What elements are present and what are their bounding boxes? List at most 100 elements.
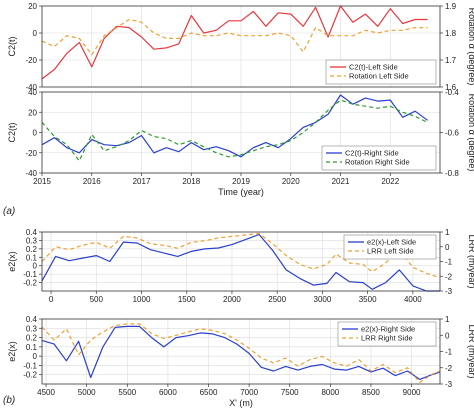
- y2-tick-label: -3: [445, 380, 453, 389]
- x-tick-label: 2018: [182, 177, 200, 186]
- y-tick-label: 0: [33, 262, 38, 271]
- x-tick-label: 8000: [321, 388, 339, 397]
- x-tick-label: 2021: [332, 177, 350, 186]
- y2-tick-label: 1: [445, 228, 450, 237]
- y2-axis-label: Rotation α (degree): [467, 94, 474, 172]
- y2-tick-label: 1.9: [445, 2, 457, 11]
- series-line-a2-1: [41, 99, 428, 162]
- y-tick-label: -0.2: [23, 371, 37, 380]
- x-tick-label: 6500: [200, 388, 218, 397]
- y-tick-label: 0.2: [26, 334, 38, 343]
- x-tick-label: 2019: [232, 177, 250, 186]
- legend-entry: Rotation Left Side: [349, 72, 409, 81]
- x-tick-label: 2020: [282, 177, 300, 186]
- chart-a1: -40 -20 0 20 1.6 1.7 1.8 1.9 C2(t) Rotation α (de…: [7, 2, 474, 92]
- x-tick-label: 2016: [83, 177, 101, 186]
- legend-box: [337, 321, 437, 347]
- y-tick-label: 0: [33, 352, 38, 361]
- y2-tick-label: 1.6: [445, 83, 457, 92]
- x-axis-label: X' (m): [229, 398, 253, 408]
- y2-axis-label: LRR (m/year): [467, 234, 474, 288]
- y-tick-label: 0: [33, 29, 38, 38]
- x-tick-label: 2015: [33, 177, 51, 186]
- x-tick-label: 0: [49, 295, 54, 304]
- x-tick-label: 2017: [133, 177, 151, 186]
- x-tick-label: 2022: [381, 177, 399, 186]
- y2-axis-label: LRR (m/year): [467, 324, 474, 378]
- y2-tick-label: 1: [445, 315, 450, 324]
- y2-tick-label: -2: [445, 272, 453, 281]
- x-tick-label: 4500: [37, 388, 55, 397]
- y-tick-label: 0.1: [26, 343, 38, 352]
- y-tick-label: 0.3: [26, 236, 38, 245]
- y-tick-label: -0.1: [23, 361, 37, 370]
- y2-tick-label: -3: [445, 287, 453, 296]
- series-line-a1-0: [41, 5, 428, 80]
- y-tick-label: -40: [25, 83, 37, 92]
- y-tick-label: -0.2: [23, 279, 37, 288]
- y-tick-label: 40: [28, 88, 37, 97]
- series-line-b1-1: [41, 232, 441, 279]
- x-tick-label: 5500: [118, 388, 136, 397]
- y-tick-label: -0.1: [23, 270, 37, 279]
- x-tick-label: 4000: [404, 295, 422, 304]
- y2-tick-label: -1: [445, 258, 453, 267]
- y-tick-label: -20: [25, 149, 37, 158]
- x-tick-label: 3000: [314, 295, 332, 304]
- x-tick-label: 5000: [78, 388, 96, 397]
- x-tick-label: 2500: [268, 295, 286, 304]
- y-axis-label: e2(x): [7, 251, 17, 272]
- x-tick-label: 6000: [159, 388, 177, 397]
- x-tick-label: 3500: [359, 295, 377, 304]
- y2-axis-label: Rotation α (degree): [467, 8, 474, 86]
- x-tick-label: 7500: [281, 388, 299, 397]
- legend-box: [343, 234, 437, 260]
- y-tick-label: 20: [28, 2, 37, 11]
- x-tick-label: 9000: [403, 388, 421, 397]
- legend-entry: LRR Right Side: [361, 334, 413, 343]
- legend-entry: C2(t)-Left Side: [349, 63, 398, 72]
- y-tick-label: 20: [28, 108, 37, 117]
- panel-label-b: (b): [3, 395, 15, 406]
- y2-tick-label: -0.4: [445, 88, 459, 97]
- series-line-b2-0: [41, 325, 441, 380]
- y-tick-label: -40: [25, 169, 37, 178]
- y-tick-label: 0.4: [26, 228, 38, 237]
- y2-tick-label: -2: [445, 364, 453, 373]
- series-line-b1-0: [41, 233, 440, 292]
- y-tick-label: 0.4: [26, 315, 38, 324]
- legend-entry: C2(t)-Right Side: [345, 149, 399, 158]
- x-tick-label: 8500: [362, 388, 380, 397]
- y2-tick-label: -0.8: [445, 169, 459, 178]
- x-axis-label: Time (year): [218, 187, 264, 197]
- y-tick-label: -20: [25, 56, 37, 65]
- x-tick-label: 1500: [178, 295, 196, 304]
- y2-tick-label: 0: [445, 243, 450, 252]
- series-line-a2-0: [41, 94, 428, 158]
- x-tick-label: 7000: [240, 388, 258, 397]
- y-tick-label: 0.3: [26, 324, 38, 333]
- panel-label-a: (a): [3, 206, 15, 217]
- y-tick-label: 0: [33, 129, 38, 138]
- y2-tick-label: 0: [445, 331, 450, 340]
- chart-a2: -40 -20 0 20 40 -0.8 -0.6 -0.4 2015 2016 2017 2018 2…: [7, 88, 474, 197]
- legend-entry: e2(x)-Right Side: [361, 325, 415, 334]
- legend-entry: LRR Left Side: [367, 247, 414, 256]
- plot-frame: [41, 5, 441, 88]
- x-tick-label: 1000: [133, 295, 151, 304]
- y-tick-label: 0.2: [26, 245, 38, 254]
- legend-entry: e2(x)-Left Side: [367, 238, 416, 247]
- y-axis-label: C2(t): [7, 122, 17, 142]
- legend-entry: Rotation Right Side: [345, 158, 410, 167]
- y2-tick-label: -1: [445, 348, 453, 357]
- y-tick-label: 0.1: [26, 253, 38, 262]
- y-axis-label: C2(t): [7, 36, 17, 56]
- legend-box: [321, 145, 437, 171]
- x-tick-label: 500: [90, 295, 104, 304]
